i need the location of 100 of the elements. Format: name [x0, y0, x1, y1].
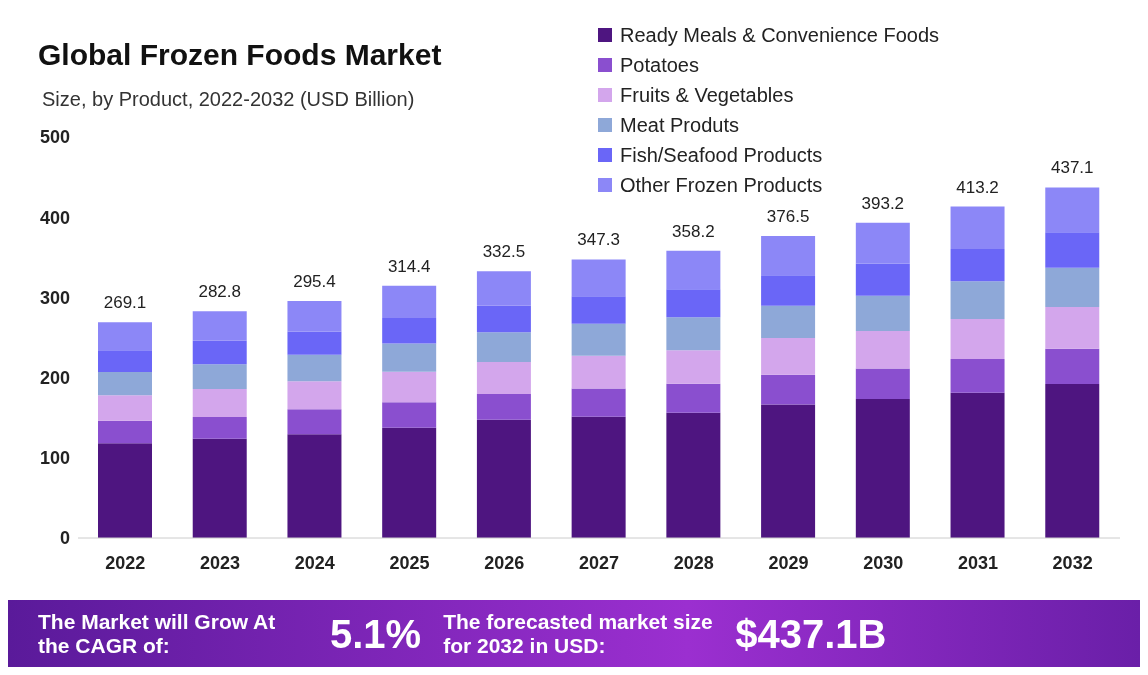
legend-label: Fruits & Vegetables	[620, 83, 794, 108]
bar	[382, 343, 437, 372]
banner: The Market will Grow At the CAGR of: 5.1% The forecasted market size for 2032 in USD: $437.1B	[8, 600, 1140, 667]
bar	[1045, 348, 1100, 384]
bar	[571, 416, 626, 538]
bar	[1045, 187, 1100, 233]
bar	[950, 281, 1005, 319]
x-tick-label: 2023	[200, 552, 241, 573]
bar	[1045, 232, 1100, 268]
bar	[382, 285, 437, 318]
total-label: 282.8	[198, 282, 241, 302]
y-tick-label: 0	[59, 528, 70, 549]
bar	[192, 388, 247, 418]
bar	[476, 332, 531, 362]
bar	[287, 301, 342, 332]
bar	[571, 355, 626, 389]
bar	[855, 399, 910, 538]
x-tick-label: 2022	[105, 552, 146, 573]
bar	[950, 358, 1005, 393]
bar	[287, 354, 342, 382]
bar	[98, 443, 152, 538]
x-tick-label: 2026	[484, 552, 525, 573]
bar	[98, 371, 152, 396]
bar	[855, 368, 910, 400]
bar	[98, 350, 152, 372]
bar	[666, 412, 721, 538]
bar	[855, 263, 910, 296]
bar	[571, 388, 626, 417]
bar	[666, 250, 721, 290]
legend-label: Ready Meals & Convenience Foods	[620, 23, 940, 48]
chart-subtitle: Size, by Product, 2022-2032 (USD Billion)	[42, 88, 415, 111]
bar	[761, 337, 816, 375]
total-label: 358.2	[672, 221, 715, 241]
bar	[382, 371, 437, 403]
y-tick-label: 100	[39, 448, 70, 469]
bar	[192, 417, 247, 439]
bar	[1045, 267, 1100, 307]
x-tick-label: 2027	[578, 552, 620, 573]
bar	[761, 236, 816, 276]
bar	[382, 427, 437, 538]
total-label: 376.5	[766, 207, 810, 227]
bar	[287, 434, 342, 538]
bar	[666, 289, 721, 318]
bar	[98, 395, 152, 421]
bar	[287, 331, 342, 355]
bar	[1045, 383, 1100, 538]
bar	[666, 350, 721, 384]
total-label: 332.5	[482, 242, 526, 262]
bar	[571, 296, 626, 324]
x-tick-label: 2029	[768, 552, 809, 573]
bar	[192, 364, 247, 389]
legend-label: Other Frozen Products	[620, 173, 823, 198]
total-label: 269.1	[103, 293, 147, 313]
bar	[382, 317, 437, 344]
total-label: 295.4	[293, 272, 336, 292]
bar	[476, 419, 531, 538]
legend-label: Fish/Seafood Products	[620, 143, 823, 168]
bar	[761, 275, 816, 306]
bar	[761, 305, 816, 338]
bar	[476, 271, 531, 306]
bar	[571, 323, 626, 356]
chart-title: Global Frozen Foods Market	[38, 38, 442, 72]
bar	[950, 249, 1005, 282]
total-label: 437.1	[1051, 158, 1094, 178]
bar	[855, 330, 910, 369]
legend-label: Potatoes	[620, 53, 699, 78]
bar	[666, 317, 721, 351]
y-tick-label: 200	[39, 367, 70, 388]
bar	[666, 383, 721, 413]
x-tick-label: 2031	[957, 552, 998, 573]
total-label: 347.3	[577, 230, 620, 250]
bar	[382, 402, 437, 428]
bar	[192, 438, 247, 538]
x-tick-label: 2030	[863, 552, 904, 573]
x-tick-label: 2025	[389, 552, 430, 573]
bar	[476, 361, 531, 395]
bar	[571, 259, 626, 297]
bar	[855, 295, 910, 331]
x-tick-label: 2032	[1052, 552, 1093, 573]
bar	[476, 305, 531, 333]
bar	[287, 409, 342, 435]
bar	[950, 206, 1005, 250]
bar	[98, 322, 152, 351]
bar	[1045, 306, 1100, 349]
x-tick-label: 2024	[294, 552, 335, 573]
total-label: 393.2	[861, 193, 905, 213]
bar	[950, 392, 1005, 538]
total-label: 314.4	[387, 256, 431, 276]
bar	[287, 381, 342, 410]
total-label: 413.2	[956, 177, 999, 197]
bar	[761, 374, 816, 405]
bar	[761, 404, 816, 538]
y-tick-label: 400	[39, 207, 70, 228]
y-tick-label: 300	[39, 287, 70, 308]
y-tick-label: 500	[39, 127, 70, 148]
bar	[855, 222, 910, 264]
bar	[98, 420, 152, 444]
x-tick-label: 2028	[673, 552, 714, 573]
bar	[950, 318, 1005, 359]
bar	[192, 340, 247, 365]
